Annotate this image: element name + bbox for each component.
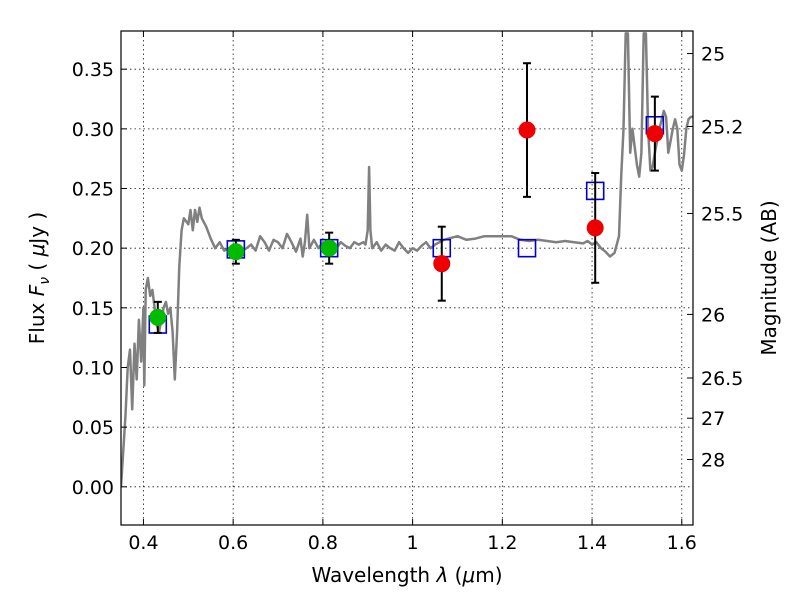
x-axis-label-units-open: (: [448, 563, 462, 587]
plot-background: [121, 31, 693, 525]
x-tick-label: 1: [407, 532, 419, 554]
x-axis-label-lambda: λ: [435, 563, 448, 587]
right-tick-label: 25: [701, 44, 725, 66]
y-tick-label: 0.10: [72, 357, 114, 379]
plot-frame: [120, 30, 694, 526]
red-point: [433, 255, 451, 273]
spectrum-line: [121, 32, 693, 487]
red-point: [586, 219, 604, 237]
red-point: [646, 125, 664, 143]
x-tick-label: 0.8: [308, 532, 338, 554]
model-square: [517, 238, 537, 258]
y-axis-label-nu: ν: [37, 277, 53, 285]
green-point: [149, 308, 167, 326]
y-tick-label: 0.00: [72, 477, 114, 499]
y-tick-label: 0.15: [72, 298, 114, 320]
right-tick-label: 26: [701, 304, 725, 326]
right-tick-label: 25.2: [701, 116, 743, 138]
right-tick-label: 26.5: [701, 368, 743, 390]
red-point: [518, 121, 536, 139]
plot-layer: [121, 32, 693, 487]
right-tick-label: 25.5: [701, 203, 743, 225]
x-tick-label: 1.2: [487, 532, 517, 554]
y-axis-label-units-close: Jy ): [25, 212, 49, 246]
right-tick-label: 28: [701, 449, 725, 471]
y-axis-label-f: F: [25, 284, 49, 296]
axis-ticks: 0.4 0.6 0.8 1 1.2 1.4 1.6 0.00 0.05 0.10 0.15 0.20 0…: [72, 31, 743, 554]
y-axis-label-units-open: (: [25, 256, 49, 277]
x-tick-label: 0.4: [128, 532, 158, 554]
y-tick-label: 0.25: [72, 179, 114, 201]
y-tick-label: 0.05: [72, 417, 114, 439]
x-tick-label: 0.6: [218, 532, 248, 554]
green-point: [320, 239, 338, 257]
y-tick-label: 0.20: [72, 238, 114, 260]
y-axis-label-mu: μ: [25, 244, 49, 258]
x-axis-label-units-close: m): [475, 563, 502, 587]
x-tick-label: 1.6: [667, 532, 697, 554]
x-axis-label-prefix: Wavelength: [311, 563, 436, 587]
right-tick-label: 27: [701, 408, 725, 430]
x-tick-label: 1.4: [577, 532, 607, 554]
y-tick-label: 0.35: [72, 59, 114, 81]
y-tick-label: 0.30: [72, 119, 114, 141]
y-axis-label-prefix: Flux: [25, 296, 49, 344]
green-point: [227, 243, 245, 261]
y-axis-label: Flux Fν ( μJy ): [25, 212, 53, 344]
x-axis-label: Wavelength λ (μm): [311, 563, 502, 587]
x-axis-label-mu: μ: [461, 563, 475, 587]
right-axis-label: Magnitude (AB): [757, 200, 781, 355]
